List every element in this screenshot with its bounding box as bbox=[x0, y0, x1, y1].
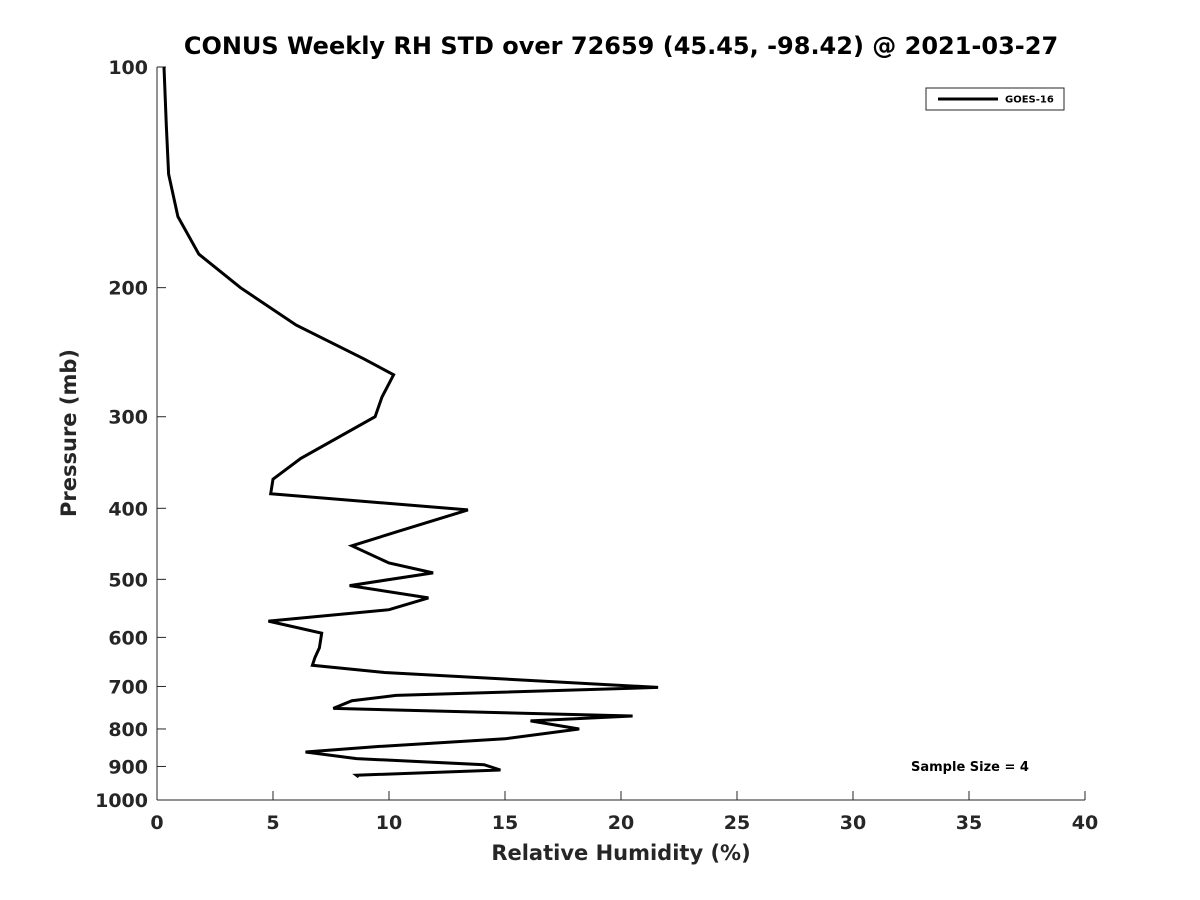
y-tick-label-1000: 1000 bbox=[95, 790, 148, 812]
x-tick-label-40: 40 bbox=[1072, 812, 1098, 834]
x-tick-label-10: 10 bbox=[376, 812, 402, 834]
y-tick-label-600: 600 bbox=[108, 627, 148, 649]
legend-label-goes-16: GOES-16 bbox=[1005, 95, 1054, 106]
y-ticks: 100 200 300 400 500 600 700 800 900 1000 bbox=[95, 57, 166, 812]
y-tick-label-700: 700 bbox=[108, 676, 148, 698]
plot-area bbox=[156, 67, 1085, 801]
series-line-goes-16 bbox=[162, 66, 659, 779]
y-axis-label: Pressure (mb) bbox=[57, 349, 81, 517]
chart-title: CONUS Weekly RH STD over 72659 (45.45, -… bbox=[184, 32, 1058, 60]
x-tick-label-30: 30 bbox=[840, 812, 866, 834]
x-axis-label: Relative Humidity (%) bbox=[491, 841, 750, 865]
series-layer bbox=[162, 66, 659, 779]
y-tick-label-500: 500 bbox=[108, 569, 148, 591]
x-ticks: 0 5 10 15 20 25 30 35 40 bbox=[150, 791, 1098, 834]
sample-size-annotation: Sample Size = 4 bbox=[911, 760, 1029, 775]
y-tick-label-900: 900 bbox=[108, 756, 148, 778]
x-tick-label-35: 35 bbox=[956, 812, 982, 834]
x-tick-label-20: 20 bbox=[608, 812, 634, 834]
x-tick-label-15: 15 bbox=[492, 812, 518, 834]
x-tick-label-0: 0 bbox=[150, 812, 163, 834]
x-tick-label-25: 25 bbox=[724, 812, 750, 834]
y-tick-label-200: 200 bbox=[108, 278, 148, 300]
y-tick-label-800: 800 bbox=[108, 719, 148, 741]
x-tick-label-5: 5 bbox=[266, 812, 279, 834]
y-tick-label-400: 400 bbox=[108, 498, 148, 520]
legend: GOES-16 bbox=[925, 87, 1065, 111]
y-tick-label-300: 300 bbox=[108, 407, 148, 429]
y-tick-label-100: 100 bbox=[108, 57, 148, 79]
